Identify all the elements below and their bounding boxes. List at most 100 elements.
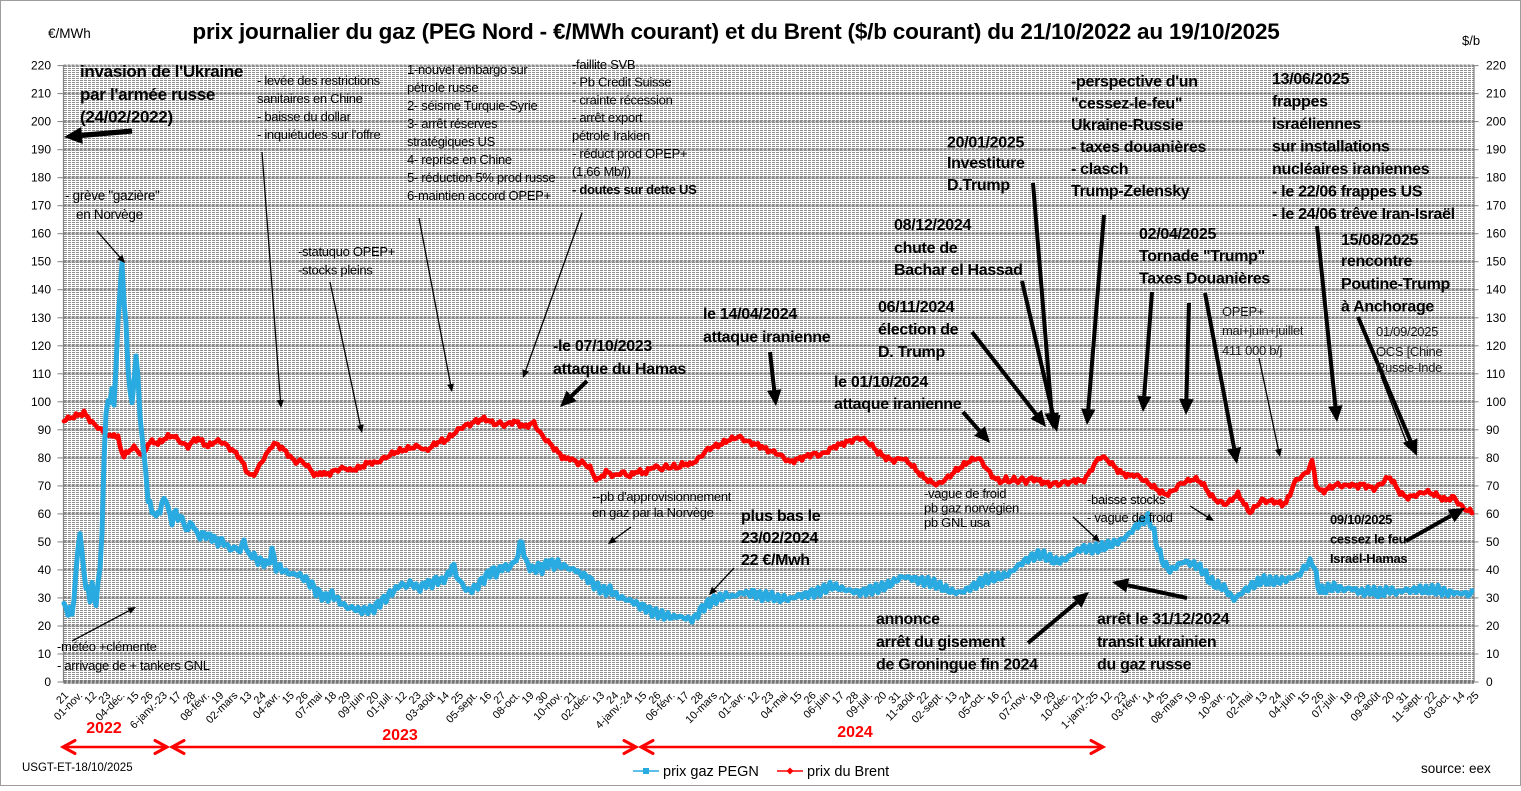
svg-text:- vague de froid: - vague de froid (1087, 510, 1173, 525)
svg-text:-perspective d'un: -perspective d'un (1071, 74, 1198, 91)
svg-text:Israël-Hamas: Israël-Hamas (1330, 551, 1407, 566)
svg-text:- le 22/06 frappes US: - le 22/06 frappes US (1272, 184, 1423, 201)
svg-text:- Pb Credit Suisse: - Pb Credit Suisse (572, 75, 671, 90)
svg-text:pétrole russe: pétrole russe (407, 80, 478, 95)
svg-text:-baisse stocks: -baisse stocks (1087, 492, 1166, 507)
svg-text:3- arrêt réserves: 3- arrêt réserves (407, 116, 498, 131)
svg-text:nucléaires iraniennes: nucléaires iraniennes (1272, 161, 1430, 178)
svg-text:élection de: élection de (878, 322, 959, 339)
svg-text:- taxes douanières: - taxes douanières (1071, 139, 1207, 156)
svg-text:mai+juin+juillet: mai+juin+juillet (1222, 323, 1304, 338)
svg-text:80: 80 (38, 451, 52, 465)
svg-text:prix journalier du gaz (PEG No: prix journalier du gaz (PEG Nord - €/MWh… (192, 19, 1279, 44)
svg-text:pb gaz norvégien: pb gaz norvégien (924, 501, 1019, 516)
svg-text:--pb d'approvisionnement: --pb d'approvisionnement (592, 489, 732, 504)
svg-text:le 14/04/2024: le 14/04/2024 (703, 306, 797, 323)
svg-text:- arrivage de + tankers GNL: - arrivage de + tankers GNL (57, 658, 210, 673)
svg-text:06/11/2024: 06/11/2024 (878, 299, 955, 316)
svg-text:Poutine-Trump: Poutine-Trump (1341, 276, 1451, 293)
svg-text:D.Trump: D.Trump (947, 177, 1010, 194)
svg-text:sanitaires en Chine: sanitaires en Chine (257, 91, 363, 106)
svg-text:40: 40 (1486, 563, 1500, 577)
svg-text:130: 130 (31, 311, 51, 325)
svg-text:plus bas le: plus bas le (741, 508, 821, 525)
svg-text:- clasch: - clasch (1071, 161, 1128, 178)
svg-text:- arrêt export: - arrêt export (572, 110, 643, 125)
svg-text:411 000 b/j: 411 000 b/j (1222, 343, 1282, 358)
svg-text:40: 40 (38, 563, 52, 577)
svg-text:50: 50 (38, 535, 52, 549)
svg-text:en gaz par la Norvège: en gaz par la Norvège (592, 505, 714, 520)
svg-text:20: 20 (38, 619, 52, 633)
svg-text:220: 220 (1486, 59, 1506, 73)
svg-text:13/06/2025: 13/06/2025 (1272, 71, 1349, 88)
svg-text:de Groningue fin 2024: de Groningue fin 2024 (876, 657, 1038, 674)
svg-text:20/01/2025: 20/01/2025 (947, 135, 1024, 152)
svg-text:stratégiques US: stratégiques US (407, 134, 496, 149)
svg-text:120: 120 (1486, 339, 1506, 353)
svg-text:2- séisme Turquie-Syrie: 2- séisme Turquie-Syrie (407, 98, 537, 113)
svg-text:Russie-Inde: Russie-Inde (1376, 360, 1442, 375)
svg-text:20: 20 (1486, 619, 1500, 633)
svg-text:attaque iranienne: attaque iranienne (834, 396, 962, 413)
svg-text:200: 200 (1486, 115, 1506, 129)
svg-text:0: 0 (44, 675, 51, 689)
svg-text:Tornade "Trump": Tornade "Trump" (1139, 248, 1265, 265)
svg-text:30: 30 (1486, 591, 1500, 605)
svg-text:Investiture: Investiture (947, 155, 1025, 172)
svg-text:210: 210 (31, 87, 51, 101)
svg-text:5- réduction 5% prod russe: 5- réduction 5% prod russe (407, 170, 555, 185)
svg-text:israéliennes: israéliennes (1272, 116, 1361, 133)
svg-text:200: 200 (31, 115, 51, 129)
svg-text:-le 07/10/2023: -le 07/10/2023 (553, 338, 652, 355)
svg-text:70: 70 (38, 479, 52, 493)
svg-text:OPEP+: OPEP+ (1222, 304, 1264, 319)
svg-text:source: eex: source: eex (1421, 761, 1491, 776)
svg-text:70: 70 (1486, 479, 1500, 493)
svg-text:- levée des restrictions: - levée des restrictions (257, 73, 381, 88)
svg-text:4- reprise en Chine: 4- reprise en Chine (407, 152, 512, 167)
svg-text:- inquiétudes sur l'offre: - inquiétudes sur l'offre (257, 127, 380, 142)
svg-text:60: 60 (38, 507, 52, 521)
svg-text:100: 100 (31, 395, 51, 409)
svg-text:100: 100 (1486, 395, 1506, 409)
svg-text:- grève "gazière": - grève "gazière" (65, 188, 160, 203)
svg-text:30: 30 (38, 591, 52, 605)
svg-text:150: 150 (1486, 255, 1506, 269)
svg-text:arrêt le 31/12/2024: arrêt le 31/12/2024 (1097, 611, 1230, 628)
svg-text:à Anchorage: à Anchorage (1341, 299, 1434, 316)
svg-text:annonce: annonce (876, 611, 940, 628)
svg-text:6-maintien accord OPEP+: 6-maintien accord OPEP+ (407, 188, 551, 203)
svg-text:sur installations: sur installations (1272, 139, 1390, 156)
svg-text:OCS [Chine: OCS [Chine (1376, 344, 1442, 359)
svg-text:50: 50 (1486, 535, 1500, 549)
svg-text:180: 180 (1486, 171, 1506, 185)
svg-text:invasion de l'Ukraine: invasion de l'Ukraine (80, 62, 243, 81)
svg-text:cessez le feu: cessez le feu (1330, 532, 1407, 547)
svg-text:D. Trump: D. Trump (878, 344, 945, 361)
svg-text:Ukraine-Russie: Ukraine-Russie (1071, 117, 1184, 134)
svg-text:Taxes Douanières: Taxes Douanières (1139, 271, 1270, 288)
svg-text:110: 110 (32, 367, 51, 381)
svg-text:le 01/10/2024: le 01/10/2024 (834, 374, 928, 391)
svg-text:- baisse du dollar: - baisse du dollar (257, 109, 352, 124)
svg-text:€/MWh: €/MWh (48, 26, 91, 41)
svg-text:08/12/2024: 08/12/2024 (894, 217, 971, 234)
svg-text:23/02/2024: 23/02/2024 (741, 530, 818, 547)
svg-text:Bachar el Hassad: Bachar el Hassad (894, 262, 1023, 279)
svg-text:22 €/Mwh: 22 €/Mwh (741, 552, 810, 569)
svg-text:USGT-ET-18/10/2025: USGT-ET-18/10/2025 (22, 762, 133, 774)
svg-text:-vague de froid: -vague de froid (924, 486, 1006, 501)
svg-text:140: 140 (31, 283, 51, 297)
svg-text:02/04/2025: 02/04/2025 (1139, 226, 1216, 243)
svg-text:09/10/2025: 09/10/2025 (1330, 512, 1392, 527)
svg-text:160: 160 (31, 227, 51, 241)
svg-text:du gaz russe: du gaz russe (1097, 657, 1192, 674)
svg-text:-stocks pleins: -stocks pleins (298, 263, 373, 278)
svg-text:120: 120 (31, 339, 51, 353)
svg-text:"cessez-le-feu": "cessez-le-feu" (1071, 96, 1182, 113)
svg-text:2024: 2024 (837, 724, 873, 741)
svg-text:190: 190 (31, 143, 51, 157)
svg-text:160: 160 (1486, 227, 1506, 241)
svg-text:01/09/2025: 01/09/2025 (1376, 324, 1438, 339)
